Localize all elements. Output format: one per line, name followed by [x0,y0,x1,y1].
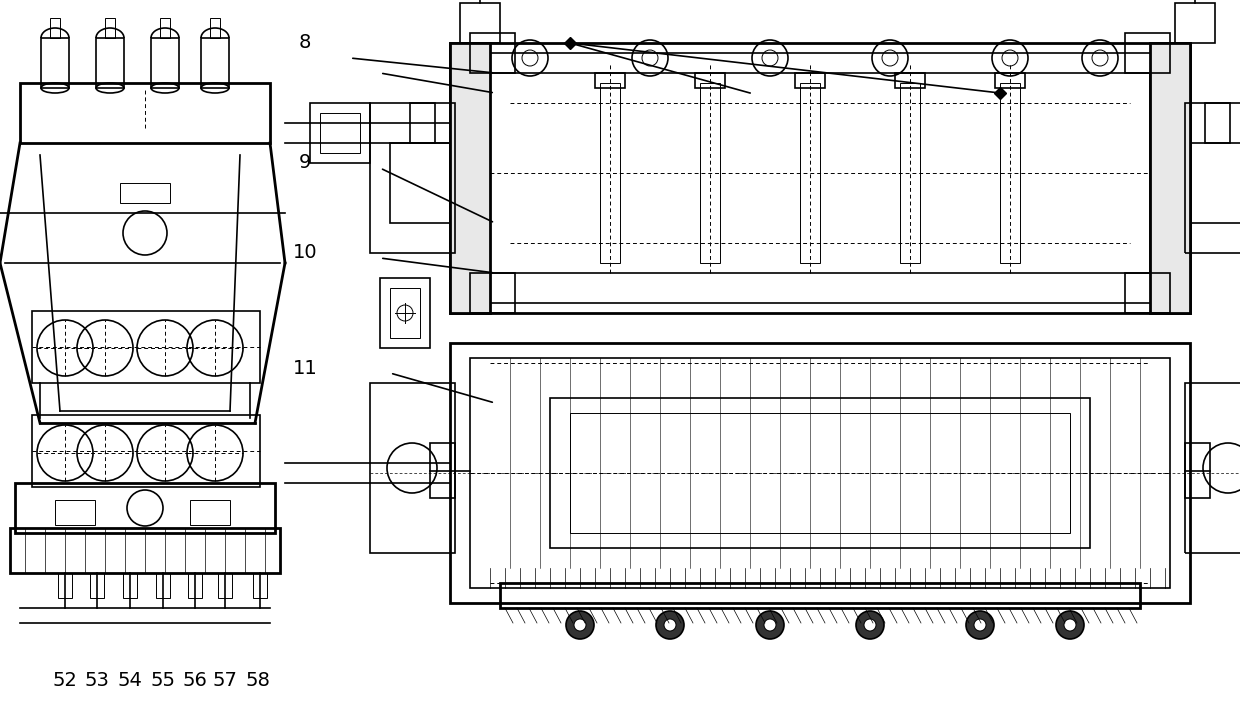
Bar [595,73,625,88]
Bar [1185,103,1240,253]
Circle shape [565,611,594,639]
Bar [310,103,370,163]
Bar [15,483,275,533]
Bar [410,103,435,143]
Bar [1205,103,1230,143]
Bar [32,311,260,383]
Bar [694,73,725,88]
Bar [156,573,170,598]
Bar [95,38,124,88]
Bar [58,573,72,598]
Bar [1176,3,1215,43]
Bar [450,43,490,313]
Bar [370,383,455,553]
Bar [218,573,232,598]
Text: 9: 9 [299,153,311,172]
Bar [123,573,136,598]
Circle shape [574,619,587,631]
Text: 55: 55 [150,671,176,690]
Bar [701,83,720,263]
Bar [391,143,450,223]
Circle shape [856,611,884,639]
Bar [91,573,104,598]
Text: 56: 56 [182,671,207,690]
Text: 53: 53 [84,671,109,690]
Circle shape [864,619,875,631]
Bar [1149,43,1190,313]
Bar [450,43,1190,313]
Text: 58: 58 [246,671,270,690]
Bar [895,73,925,88]
Bar [800,83,820,263]
Bar [160,18,170,38]
Bar [1185,443,1210,498]
Bar [490,73,1149,273]
Bar [320,113,360,153]
Bar [460,3,500,43]
Bar [551,398,1090,548]
Bar [188,573,202,598]
Text: 54: 54 [118,671,143,690]
Bar [120,183,170,203]
Bar [10,528,280,573]
Circle shape [764,619,776,631]
Circle shape [663,619,676,631]
Bar [253,573,267,598]
Bar [500,583,1140,608]
Bar [105,18,115,38]
Circle shape [966,611,994,639]
Bar [1125,273,1171,313]
Bar [470,358,1171,588]
Text: 57: 57 [212,671,237,690]
Bar [795,73,825,88]
Circle shape [1056,611,1084,639]
Bar [379,278,430,348]
Bar [999,83,1021,263]
Bar [50,18,60,38]
Bar [151,38,179,88]
Bar [1190,143,1240,223]
Text: 10: 10 [293,243,317,262]
Bar [900,83,920,263]
Circle shape [756,611,784,639]
Text: 8: 8 [299,34,311,53]
Text: 11: 11 [293,359,317,378]
Circle shape [1064,619,1076,631]
Bar [430,443,455,498]
Bar [370,103,455,253]
Circle shape [973,619,986,631]
Text: 52: 52 [52,671,77,690]
Bar [470,53,1171,303]
Bar [1125,33,1171,73]
Circle shape [656,611,684,639]
Bar [1185,383,1240,553]
Bar [600,83,620,263]
Bar [190,500,229,525]
Bar [994,73,1025,88]
Bar [55,500,95,525]
Bar [391,288,420,338]
Bar [41,38,69,88]
Bar [450,343,1190,603]
Bar [210,18,219,38]
Bar [570,413,1070,533]
Bar [20,83,270,143]
Bar [32,415,260,487]
Bar [470,33,515,73]
Bar [201,38,229,88]
Bar [470,273,515,313]
